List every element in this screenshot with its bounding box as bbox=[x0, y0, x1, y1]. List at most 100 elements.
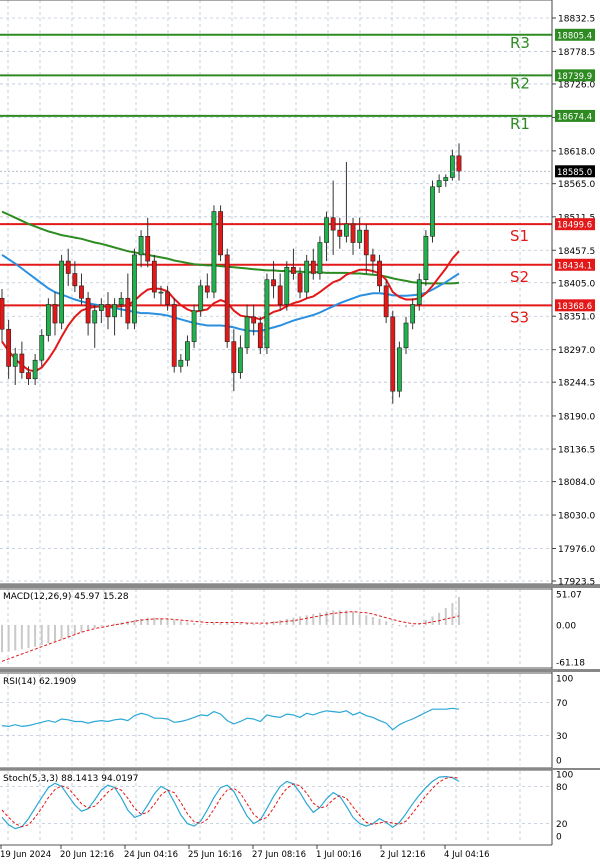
candle-body bbox=[363, 229, 369, 256]
price-tick-label: 18030.0 bbox=[558, 512, 595, 522]
rsi-label: RSI(14) 62.1909 bbox=[3, 677, 76, 687]
price-tick-label: 18136.5 bbox=[558, 446, 595, 456]
time-tick-label: 4 Jul 04:16 bbox=[444, 850, 490, 860]
time-tick-label: 20 Jun 12:16 bbox=[60, 850, 114, 860]
candle-body bbox=[26, 372, 31, 380]
stoch-k-line bbox=[1, 775, 460, 830]
panel-separator bbox=[0, 669, 600, 672]
level-price-box bbox=[555, 109, 595, 122]
level-price-label: 18805.4 bbox=[557, 31, 592, 41]
time-tick-label: 24 Jun 04:16 bbox=[124, 850, 178, 860]
time-axis: 19 Jun 2024 20 Jun 12:16 24 Jun 04:16 25 Ju… bbox=[0, 845, 490, 860]
candle-body bbox=[165, 291, 170, 305]
candle-body bbox=[59, 260, 65, 324]
candle-body bbox=[370, 254, 376, 262]
price-tick-label: 18457.5 bbox=[558, 247, 595, 257]
candle-body bbox=[436, 180, 442, 188]
macd-label: MACD(12,26,9) 45.97 15.28 bbox=[3, 592, 129, 602]
candle-body bbox=[449, 155, 455, 178]
level-name-r3: R3 bbox=[510, 34, 530, 52]
price-tick-label: 18190.0 bbox=[558, 412, 595, 422]
grid bbox=[0, 0, 552, 843]
support-resistance-levels: R3 R2 R1 S1 S2 S3 bbox=[0, 33, 552, 326]
candle-body bbox=[297, 273, 303, 293]
price-tick-label: 17923.5 bbox=[558, 578, 595, 588]
candle-body bbox=[257, 322, 263, 349]
rsi-panel bbox=[0, 702, 552, 736]
candle-body bbox=[324, 217, 329, 243]
candle-body bbox=[79, 285, 84, 299]
candle-body bbox=[204, 285, 210, 293]
price-tick-label: 18778.5 bbox=[558, 48, 595, 58]
candle-body bbox=[65, 260, 71, 274]
candle-body bbox=[112, 304, 117, 318]
level-name-r2: R2 bbox=[510, 74, 530, 92]
level-price-box bbox=[555, 258, 595, 271]
stoch-d-line bbox=[1, 776, 460, 828]
level-price-box bbox=[555, 69, 595, 82]
price-tick-label: 18084.0 bbox=[558, 478, 595, 488]
candle-body bbox=[45, 304, 51, 336]
level-name-s1: S1 bbox=[510, 227, 529, 245]
level-price-box bbox=[555, 299, 595, 312]
stoch-tick-label: 0 bbox=[556, 833, 562, 843]
level-price-label: 18434.1 bbox=[557, 261, 592, 271]
candle-body bbox=[132, 254, 137, 324]
candle-body bbox=[6, 328, 12, 367]
panel-frames bbox=[0, 0, 600, 846]
price-tick-label: 18726.0 bbox=[558, 80, 595, 90]
candle-body bbox=[198, 285, 204, 311]
stoch-tick-label: 20 bbox=[556, 820, 568, 830]
price-tick-label: 18244.5 bbox=[558, 379, 595, 389]
candle-body bbox=[0, 297, 5, 330]
candle-body bbox=[390, 316, 396, 392]
candle-body bbox=[178, 359, 184, 367]
price-tick-label: 18351.0 bbox=[558, 313, 595, 323]
level-name-s3: S3 bbox=[510, 308, 529, 326]
candle-body bbox=[125, 297, 131, 324]
candle-body bbox=[383, 285, 389, 318]
candle-body bbox=[337, 229, 343, 237]
moving-averages bbox=[1, 210, 460, 373]
candle-body bbox=[443, 177, 449, 181]
price-tick-label: 17976.0 bbox=[558, 545, 595, 555]
labels: MACD(12,26,9) 45.97 15.28 RSI(14) 62.190… bbox=[3, 592, 138, 784]
time-tick-label: 25 Jun 16:16 bbox=[188, 850, 242, 860]
macd-signal-line bbox=[1, 611, 460, 662]
time-tick-label: 2 Jul 12:16 bbox=[380, 850, 426, 860]
candle-body bbox=[185, 341, 190, 361]
candle-body bbox=[456, 155, 462, 172]
candle-body bbox=[271, 279, 276, 287]
candle-body bbox=[32, 359, 38, 380]
candle-body bbox=[52, 304, 58, 324]
candles bbox=[0, 143, 552, 404]
level-name-r1: R1 bbox=[510, 115, 530, 133]
candle-body bbox=[330, 217, 336, 231]
time-tick-label: 19 Jun 2024 bbox=[0, 850, 51, 860]
candle-body bbox=[12, 353, 18, 367]
candle-body bbox=[310, 260, 316, 274]
candle-body bbox=[85, 297, 91, 324]
candle-body bbox=[284, 266, 290, 305]
candle-body bbox=[19, 353, 25, 373]
candle-body bbox=[231, 341, 237, 373]
macd-tick-label: -61.18 bbox=[556, 659, 585, 669]
price-axes: 18832.518778.518726.018672.018618.018565… bbox=[552, 15, 595, 843]
candle-body bbox=[357, 229, 363, 243]
price-tick-label: 18618.0 bbox=[558, 147, 595, 157]
candle-body bbox=[191, 310, 197, 342]
candle-body bbox=[171, 304, 177, 367]
candle-body bbox=[211, 211, 217, 293]
candle-body bbox=[39, 335, 45, 361]
candle-body bbox=[151, 260, 157, 293]
level-price-label: 18674.4 bbox=[557, 112, 592, 122]
price-tick-label: 18565.0 bbox=[558, 180, 595, 190]
candle-body bbox=[317, 242, 323, 274]
candle-body bbox=[277, 285, 283, 305]
panel-separator bbox=[0, 584, 600, 588]
candle-body bbox=[92, 310, 98, 324]
level-price-box bbox=[555, 28, 595, 41]
candle-body bbox=[291, 266, 296, 274]
candle-body bbox=[344, 223, 349, 237]
level-price-box bbox=[555, 218, 595, 231]
